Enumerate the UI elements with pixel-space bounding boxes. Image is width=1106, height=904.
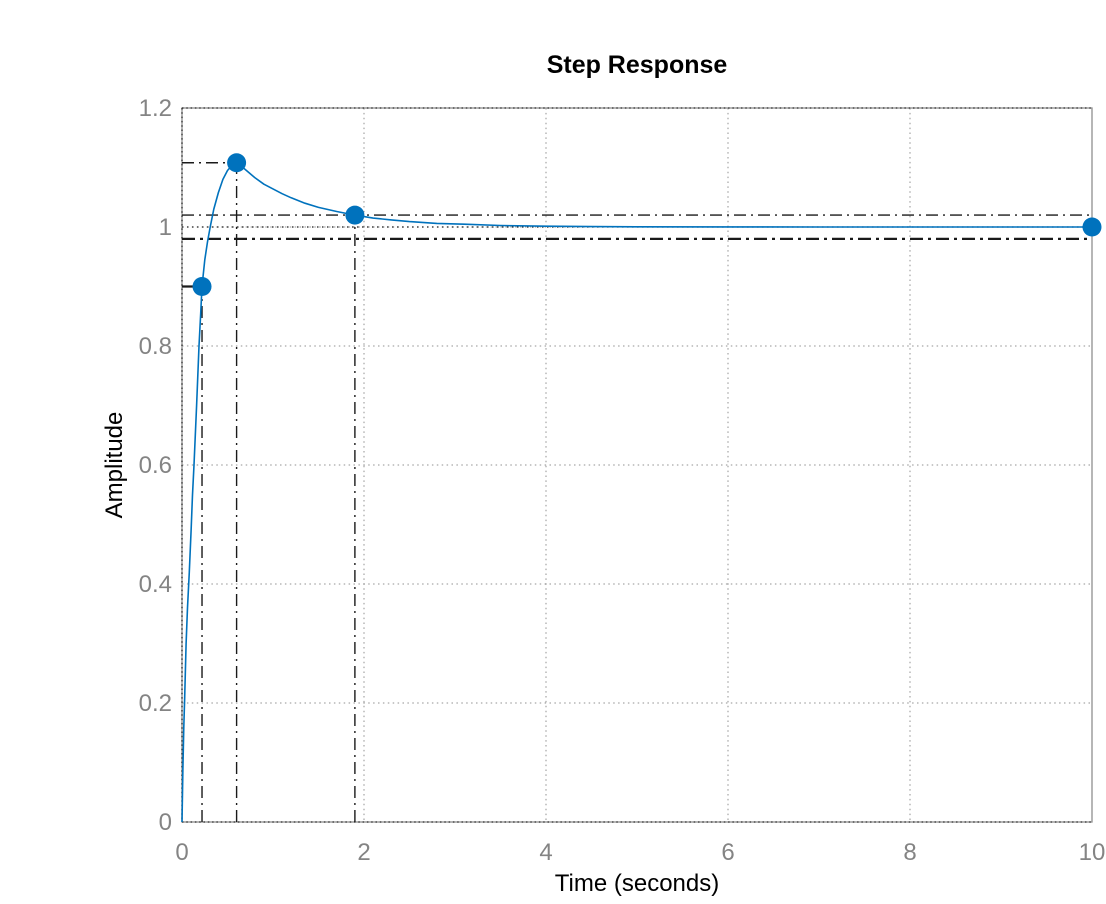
x-axis-label: Time (seconds)	[555, 870, 719, 897]
y-tick-label-1.2: 1.2	[139, 95, 172, 122]
x-tick-label-6: 6	[721, 839, 734, 866]
x-tick-label-8: 8	[903, 839, 916, 866]
characteristic-markers	[192, 153, 1102, 296]
x-tick-label-10: 10	[1079, 839, 1106, 866]
y-tick-label-0.6: 0.6	[139, 452, 172, 479]
y-tick-label-0.4: 0.4	[139, 571, 172, 598]
y-tick-label-1: 1	[159, 214, 172, 241]
y-axis-label: Amplitude	[101, 412, 128, 519]
tick-labels: 0 2 4 6 8 10 0 0.2 0.4 0.6 0.8 1 1.2	[139, 95, 1106, 866]
y-tick-label-0.2: 0.2	[139, 690, 172, 717]
peak-response-marker[interactable]	[227, 153, 247, 173]
y-tick-label-0.8: 0.8	[139, 333, 172, 360]
x-tick-label-0: 0	[175, 839, 188, 866]
final-value-marker[interactable]	[1082, 217, 1102, 237]
chart-title: Step Response	[547, 51, 728, 79]
step-response-curve[interactable]	[181, 161, 1092, 823]
settling-time-marker[interactable]	[345, 205, 365, 225]
characteristic-lines	[182, 162, 1092, 822]
y-tick-label-0: 0	[159, 809, 172, 836]
rise-time-marker[interactable]	[192, 277, 212, 296]
x-tick-label-4: 4	[539, 839, 552, 866]
response-curve-layer	[181, 161, 1092, 823]
axes-box	[181, 107, 1093, 823]
x-tick-label-2: 2	[357, 839, 370, 866]
